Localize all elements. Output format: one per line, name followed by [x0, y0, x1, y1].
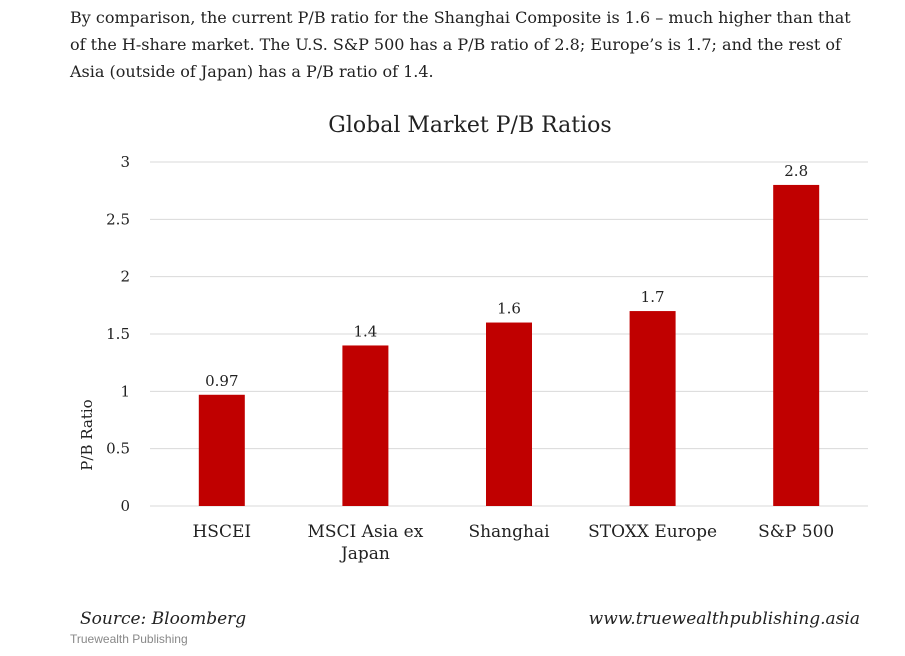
bar [629, 311, 676, 506]
bar [773, 184, 820, 506]
image-caption: Truewealth Publishing [70, 632, 188, 646]
data-labels: 0.97 1.4 1.6 1.7 2.8 [205, 162, 808, 390]
y-tick-label: 3 [120, 153, 130, 171]
x-tick-label: HSCEI [192, 522, 251, 542]
y-tick-label: 0 [120, 497, 130, 515]
data-label: 1.7 [641, 288, 665, 306]
y-tick-label: 1.5 [106, 325, 130, 343]
bar [342, 345, 389, 506]
x-tick-label: MSCI Asia ex Japan [307, 522, 423, 564]
x-tick-label: STOXX Europe [588, 522, 717, 542]
x-tick-label: S&P 500 [758, 522, 834, 542]
y-tick-label: 1 [120, 382, 130, 400]
chart-source: Source: Bloomberg [80, 609, 246, 629]
data-label: 0.97 [205, 372, 238, 390]
chart-website: www.truewealthpublishing.asia [589, 609, 860, 629]
y-tick-label: 0.5 [106, 440, 130, 458]
data-label: 1.6 [497, 300, 521, 318]
bar [486, 322, 532, 506]
data-label: 1.4 [353, 322, 377, 340]
y-axis-ticks: 0 0.5 1 1.5 2 2.5 3 [106, 153, 130, 515]
x-tick-label: Shanghai [468, 522, 550, 542]
x-axis-categories: HSCEI MSCI Asia ex Japan Shanghai STOXX Euro… [192, 522, 834, 564]
y-axis-label: P/B Ratio [78, 399, 96, 470]
y-tick-label: 2.5 [106, 210, 130, 228]
data-label: 2.8 [784, 162, 808, 180]
pb-ratio-bar-chart: Global Market P/B Ratios 0 0.5 1 1.5 2 2.5 3 P… [78, 113, 868, 629]
y-tick-label: 2 [120, 268, 130, 286]
chart-title: Global Market P/B Ratios [328, 113, 611, 138]
article-paragraph: By comparison, the current P/B ratio for… [70, 8, 851, 81]
bar [198, 394, 245, 506]
chart-bars [198, 184, 820, 506]
